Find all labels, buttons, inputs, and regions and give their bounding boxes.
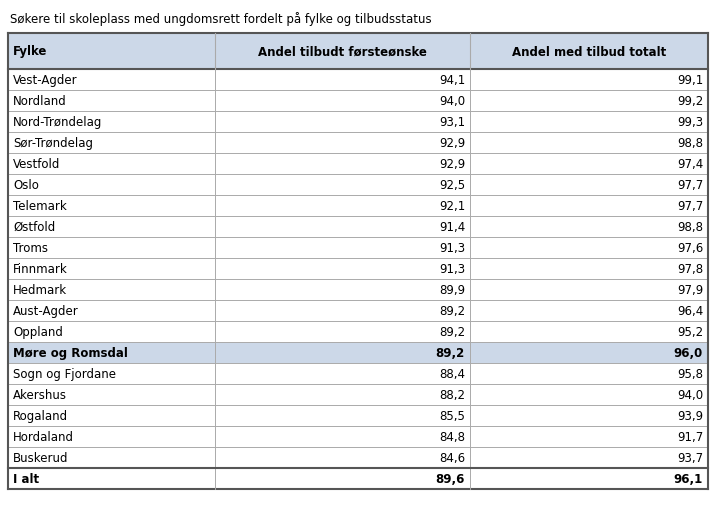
Text: 89,2: 89,2 bbox=[436, 346, 465, 359]
Text: Nord-Trøndelag: Nord-Trøndelag bbox=[13, 116, 102, 129]
Text: 93,9: 93,9 bbox=[677, 409, 703, 422]
Text: 97,4: 97,4 bbox=[677, 158, 703, 171]
Text: 91,3: 91,3 bbox=[439, 242, 465, 254]
Text: 91,4: 91,4 bbox=[439, 220, 465, 234]
Text: 91,3: 91,3 bbox=[439, 263, 465, 275]
Text: I alt: I alt bbox=[13, 472, 39, 485]
Text: 92,9: 92,9 bbox=[439, 137, 465, 150]
Text: 92,5: 92,5 bbox=[439, 179, 465, 191]
Text: 97,7: 97,7 bbox=[677, 200, 703, 213]
Bar bbox=[8, 343, 708, 363]
Text: 88,2: 88,2 bbox=[439, 388, 465, 401]
Text: 99,1: 99,1 bbox=[677, 74, 703, 87]
Text: Buskerud: Buskerud bbox=[13, 451, 69, 464]
Text: 97,9: 97,9 bbox=[677, 284, 703, 296]
Text: 95,2: 95,2 bbox=[677, 325, 703, 338]
Text: Aust-Agder: Aust-Agder bbox=[13, 304, 79, 318]
Text: 84,6: 84,6 bbox=[439, 451, 465, 464]
Text: Rogaland: Rogaland bbox=[13, 409, 68, 422]
Text: Akershus: Akershus bbox=[13, 388, 67, 401]
Text: 89,9: 89,9 bbox=[439, 284, 465, 296]
Text: 95,8: 95,8 bbox=[677, 367, 703, 380]
Text: Søkere til skoleplass med ungdomsrett fordelt på fylke og tilbudsstatus: Søkere til skoleplass med ungdomsrett fo… bbox=[10, 12, 432, 26]
Text: 94,0: 94,0 bbox=[439, 95, 465, 108]
Bar bbox=[8, 34, 708, 70]
Text: Finnmark: Finnmark bbox=[13, 263, 68, 275]
Text: 89,2: 89,2 bbox=[439, 325, 465, 338]
Text: Vest-Agder: Vest-Agder bbox=[13, 74, 77, 87]
Text: 94,1: 94,1 bbox=[439, 74, 465, 87]
Text: Oslo: Oslo bbox=[13, 179, 39, 191]
Text: Fylke: Fylke bbox=[13, 45, 47, 59]
Text: 89,2: 89,2 bbox=[439, 304, 465, 318]
Text: Sogn og Fjordane: Sogn og Fjordane bbox=[13, 367, 116, 380]
Text: Andel tilbudt førsteønske: Andel tilbudt førsteønske bbox=[258, 45, 427, 59]
Text: 89,6: 89,6 bbox=[435, 472, 465, 485]
Text: Telemark: Telemark bbox=[13, 200, 67, 213]
Text: Troms: Troms bbox=[13, 242, 48, 254]
Text: 97,8: 97,8 bbox=[677, 263, 703, 275]
Text: Hordaland: Hordaland bbox=[13, 430, 74, 443]
Text: 92,9: 92,9 bbox=[439, 158, 465, 171]
Text: 97,6: 97,6 bbox=[677, 242, 703, 254]
Text: Sør-Trøndelag: Sør-Trøndelag bbox=[13, 137, 93, 150]
Text: 91,7: 91,7 bbox=[677, 430, 703, 443]
Text: Vestfold: Vestfold bbox=[13, 158, 60, 171]
Text: 98,8: 98,8 bbox=[677, 137, 703, 150]
Text: 93,7: 93,7 bbox=[677, 451, 703, 464]
Text: 93,1: 93,1 bbox=[439, 116, 465, 129]
Text: 84,8: 84,8 bbox=[439, 430, 465, 443]
Text: Hedmark: Hedmark bbox=[13, 284, 67, 296]
Text: Oppland: Oppland bbox=[13, 325, 63, 338]
Text: 96,0: 96,0 bbox=[674, 346, 703, 359]
Text: 94,0: 94,0 bbox=[677, 388, 703, 401]
Text: Andel med tilbud totalt: Andel med tilbud totalt bbox=[512, 45, 666, 59]
Text: 99,2: 99,2 bbox=[677, 95, 703, 108]
Text: 99,3: 99,3 bbox=[677, 116, 703, 129]
Text: 88,4: 88,4 bbox=[439, 367, 465, 380]
Text: Østfold: Østfold bbox=[13, 220, 55, 234]
Text: 98,8: 98,8 bbox=[677, 220, 703, 234]
Text: Nordland: Nordland bbox=[13, 95, 67, 108]
Text: 96,4: 96,4 bbox=[677, 304, 703, 318]
Text: 85,5: 85,5 bbox=[439, 409, 465, 422]
Text: Møre og Romsdal: Møre og Romsdal bbox=[13, 346, 128, 359]
Text: 92,1: 92,1 bbox=[439, 200, 465, 213]
Text: 96,1: 96,1 bbox=[674, 472, 703, 485]
Text: 97,7: 97,7 bbox=[677, 179, 703, 191]
